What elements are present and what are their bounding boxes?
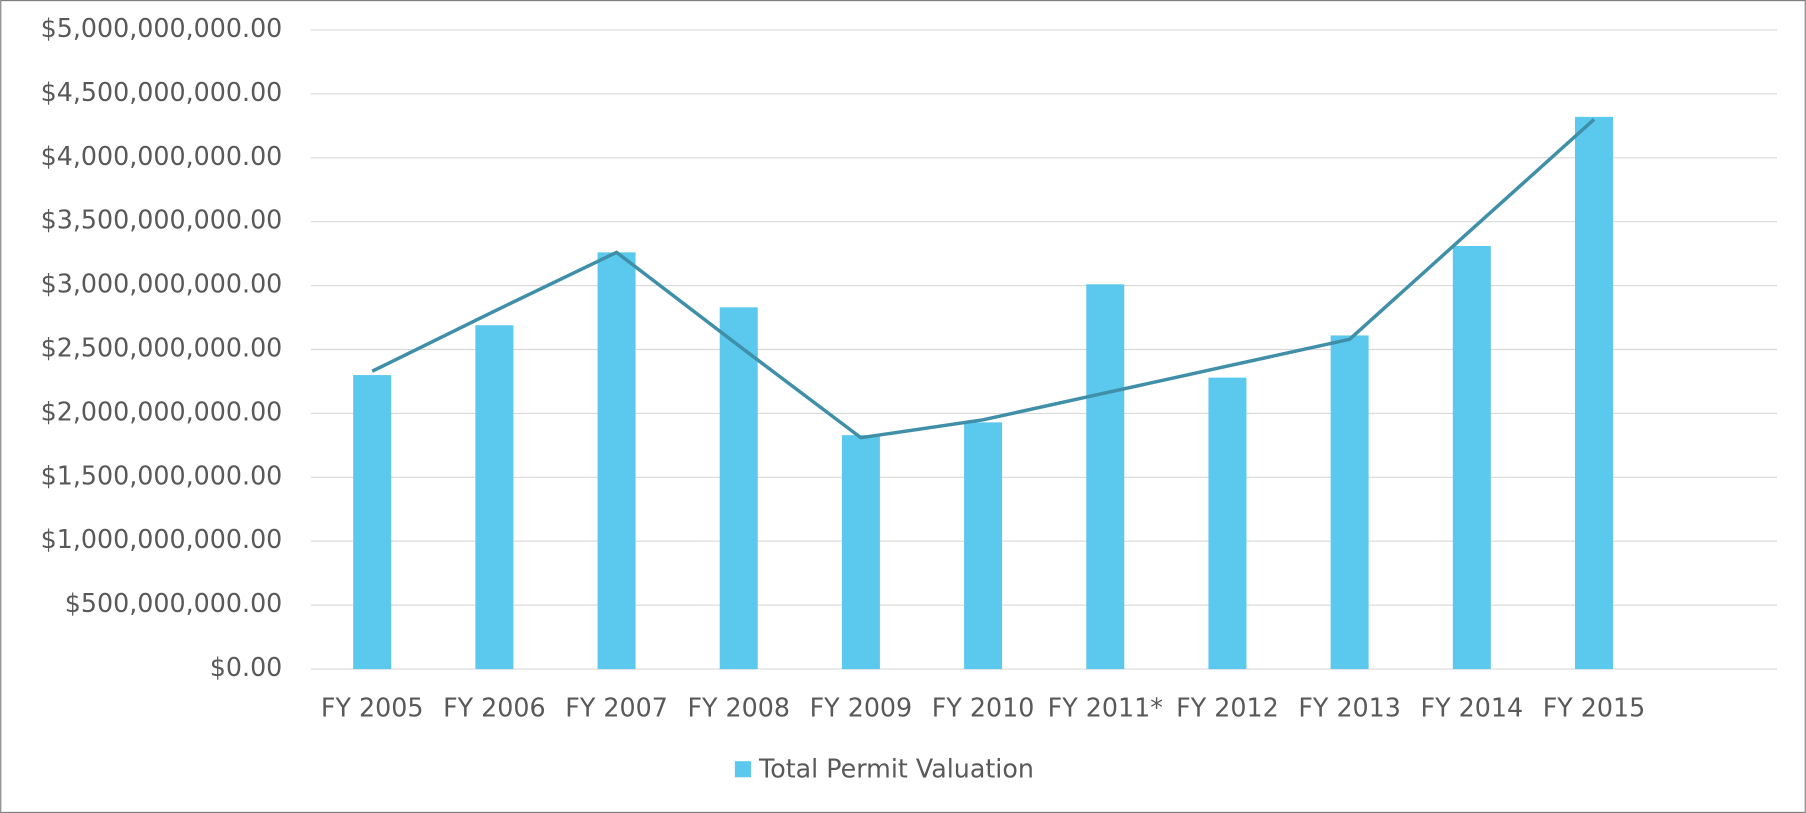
x-tick-label: FY 2014 xyxy=(1421,692,1524,722)
y-tick-label: $1,500,000,000.00 xyxy=(41,460,283,490)
x-tick-label: FY 2006 xyxy=(443,692,546,722)
y-tick-label: $1,000,000,000.00 xyxy=(41,524,283,554)
bar xyxy=(353,375,392,670)
legend-label: Total Permit Valuation xyxy=(758,753,1034,783)
x-tick-label: FY 2009 xyxy=(810,692,913,722)
legend-swatch xyxy=(734,761,751,778)
y-tick-label: $3,000,000,000.00 xyxy=(41,269,283,299)
bar xyxy=(1452,245,1491,670)
x-tick-label: FY 2011* xyxy=(1048,692,1163,722)
bar xyxy=(964,422,1003,670)
y-tick-label: $4,000,000,000.00 xyxy=(41,141,283,171)
x-tick-label: FY 2013 xyxy=(1298,692,1401,722)
x-tick-label: FY 2015 xyxy=(1543,692,1646,722)
bar xyxy=(1208,377,1247,670)
y-tick-label: $3,500,000,000.00 xyxy=(41,205,283,235)
bar xyxy=(475,325,514,670)
bar xyxy=(1330,335,1369,670)
y-tick-label: $5,000,000,000.00 xyxy=(41,13,283,43)
bar xyxy=(841,435,880,670)
bar xyxy=(1086,284,1125,670)
bar xyxy=(719,307,758,670)
x-tick-label: FY 2007 xyxy=(565,692,668,722)
y-tick-label: $2,000,000,000.00 xyxy=(41,396,283,426)
bar xyxy=(597,252,636,670)
y-tick-label: $2,500,000,000.00 xyxy=(41,332,283,362)
y-tick-label: $4,500,000,000.00 xyxy=(41,77,283,107)
y-tick-label: $0.00 xyxy=(210,652,283,682)
bar xyxy=(1574,116,1613,670)
line xyxy=(371,118,1596,440)
x-tick-label: FY 2012 xyxy=(1176,692,1279,722)
x-tick-label: FY 2010 xyxy=(932,692,1035,722)
x-tick-label: FY 2005 xyxy=(321,692,424,722)
y-tick-label: $500,000,000.00 xyxy=(65,588,283,618)
x-tick-label: FY 2008 xyxy=(687,692,790,722)
